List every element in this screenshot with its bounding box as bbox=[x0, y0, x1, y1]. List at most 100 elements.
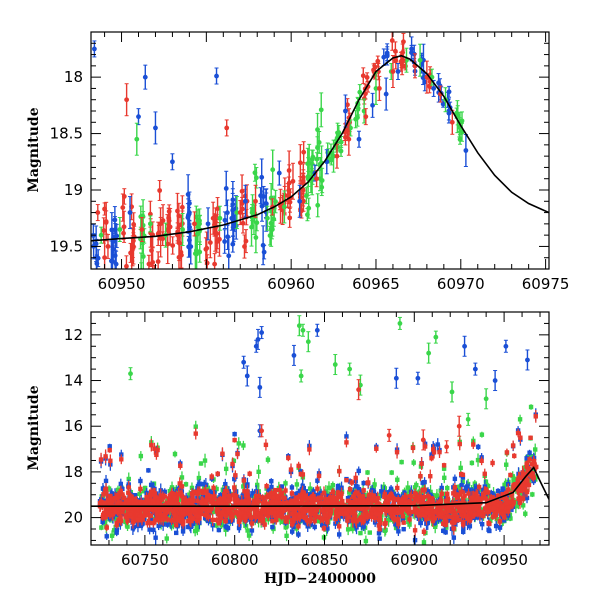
bottom-obs-point bbox=[337, 506, 342, 521]
bottom-obs-point bbox=[374, 444, 379, 453]
bottom-obs-point bbox=[174, 530, 179, 536]
bottom-red-point bbox=[444, 440, 450, 454]
bottom-obs-point bbox=[471, 440, 476, 450]
bottom-obs-point bbox=[273, 509, 279, 515]
bottom-obs-point bbox=[379, 484, 384, 499]
bottom-obs-point bbox=[176, 487, 181, 501]
bottom-obs-point bbox=[220, 447, 225, 461]
bottom-obs-point bbox=[247, 470, 252, 477]
bottom-obs-point bbox=[461, 521, 466, 528]
top-obs-point bbox=[114, 223, 120, 249]
bottom-obs-point bbox=[352, 496, 358, 504]
bottom-green-point bbox=[332, 354, 338, 376]
top-ytick-label: 18.5 bbox=[50, 125, 83, 143]
bottom-obs-point bbox=[344, 478, 349, 483]
bottom-obs-point bbox=[115, 509, 121, 515]
x-axis-title: HJD−2400000 bbox=[264, 571, 376, 587]
top-obs-point bbox=[290, 162, 296, 200]
bottom-obs-point bbox=[271, 492, 276, 503]
bottom-obs-point bbox=[288, 463, 294, 476]
top-obs-point bbox=[459, 122, 465, 142]
bottom-obs-point bbox=[412, 534, 418, 545]
bottom-obs-point bbox=[435, 438, 440, 451]
top-green-point bbox=[317, 166, 323, 192]
bottom-obs-point bbox=[504, 500, 509, 507]
bottom-obs-point bbox=[523, 510, 528, 518]
top-green-point bbox=[234, 196, 240, 230]
bottom-obs-point bbox=[394, 445, 400, 459]
bottom-obs-point bbox=[377, 536, 382, 541]
top-red-point bbox=[192, 211, 197, 237]
bottom-obs-point bbox=[459, 486, 464, 497]
bottom-obs-point bbox=[98, 500, 103, 511]
bottom-obs-point bbox=[209, 497, 215, 507]
top-obs-point bbox=[306, 197, 312, 219]
bottom-obs-point bbox=[508, 472, 513, 478]
top-blue-point bbox=[446, 98, 452, 124]
top-ylabel: Magnitude bbox=[26, 107, 42, 192]
bottom-obs-point bbox=[400, 513, 406, 519]
bottom-obs-point bbox=[214, 517, 219, 523]
top-obs-point bbox=[222, 229, 228, 254]
bottom-obs-point bbox=[425, 492, 431, 501]
bottom-blue-point bbox=[314, 323, 320, 337]
top-obs-point bbox=[167, 208, 173, 246]
bottom-obs-point bbox=[452, 483, 458, 492]
bottom-obs-point bbox=[208, 503, 214, 515]
bottom-obs-point bbox=[330, 494, 335, 501]
bottom-obs-point bbox=[233, 470, 238, 481]
bottom-obs-point bbox=[377, 516, 383, 522]
bottom-green-point bbox=[298, 369, 304, 383]
bottom-obs-point bbox=[297, 510, 302, 523]
bottom-obs-point bbox=[192, 488, 198, 496]
bottom-obs-point bbox=[389, 470, 394, 476]
top-dense-observations bbox=[91, 32, 465, 269]
bottom-obs-point bbox=[499, 501, 505, 513]
bottom-green-point bbox=[449, 381, 455, 403]
top-blue-point bbox=[258, 187, 264, 205]
bottom-obs-point bbox=[250, 488, 255, 498]
bottom-obs-point bbox=[312, 523, 317, 531]
top-obs-point bbox=[252, 163, 258, 182]
bottom-obs-point bbox=[169, 487, 175, 500]
bottom-obs-point bbox=[274, 492, 279, 500]
bottom-obs-point bbox=[412, 488, 418, 499]
bottom-obs-point bbox=[349, 510, 354, 516]
bottom-obs-point bbox=[283, 479, 288, 488]
bottom-obs-point bbox=[177, 477, 182, 490]
bottom-obs-point bbox=[255, 496, 260, 506]
bottom-obs-point bbox=[443, 522, 448, 528]
bottom-obs-point bbox=[367, 530, 372, 535]
bottom-obs-point bbox=[356, 466, 361, 476]
bottom-obs-point bbox=[283, 514, 288, 522]
bottom-obs-point bbox=[289, 484, 295, 491]
bottom-obs-point bbox=[533, 443, 538, 456]
bottom-obs-point bbox=[284, 496, 289, 510]
bottom-obs-point bbox=[230, 457, 235, 471]
bottom-obs-point bbox=[217, 515, 222, 521]
bottom-obs-point bbox=[289, 528, 295, 536]
bottom-obs-point bbox=[443, 505, 449, 519]
bottom-obs-point bbox=[313, 507, 319, 514]
bottom-blue-point bbox=[492, 370, 498, 392]
bottom-obs-point bbox=[509, 499, 514, 510]
bottom-obs-point bbox=[202, 453, 208, 468]
top-green-point bbox=[331, 139, 336, 173]
bottom-obs-point bbox=[319, 505, 325, 516]
bottom-obs-point bbox=[303, 490, 308, 502]
bottom-obs-point bbox=[137, 517, 143, 523]
bottom-obs-point bbox=[452, 474, 458, 484]
bottom-obs-point bbox=[524, 460, 529, 469]
bottom-obs-point bbox=[289, 520, 295, 528]
bottom-blue-point bbox=[415, 371, 421, 385]
top-obs-point bbox=[259, 158, 265, 197]
bottom-obs-point bbox=[98, 452, 104, 467]
top-obs-point bbox=[243, 229, 249, 254]
bottom-obs-point bbox=[245, 489, 250, 496]
bottom-obs-point bbox=[461, 529, 466, 535]
bottom-obs-point bbox=[256, 464, 261, 479]
bottom-obs-point bbox=[439, 488, 444, 499]
bottom-obs-point bbox=[135, 516, 140, 523]
bottom-obs-point bbox=[265, 456, 271, 464]
top-plot-frame bbox=[90, 31, 550, 270]
